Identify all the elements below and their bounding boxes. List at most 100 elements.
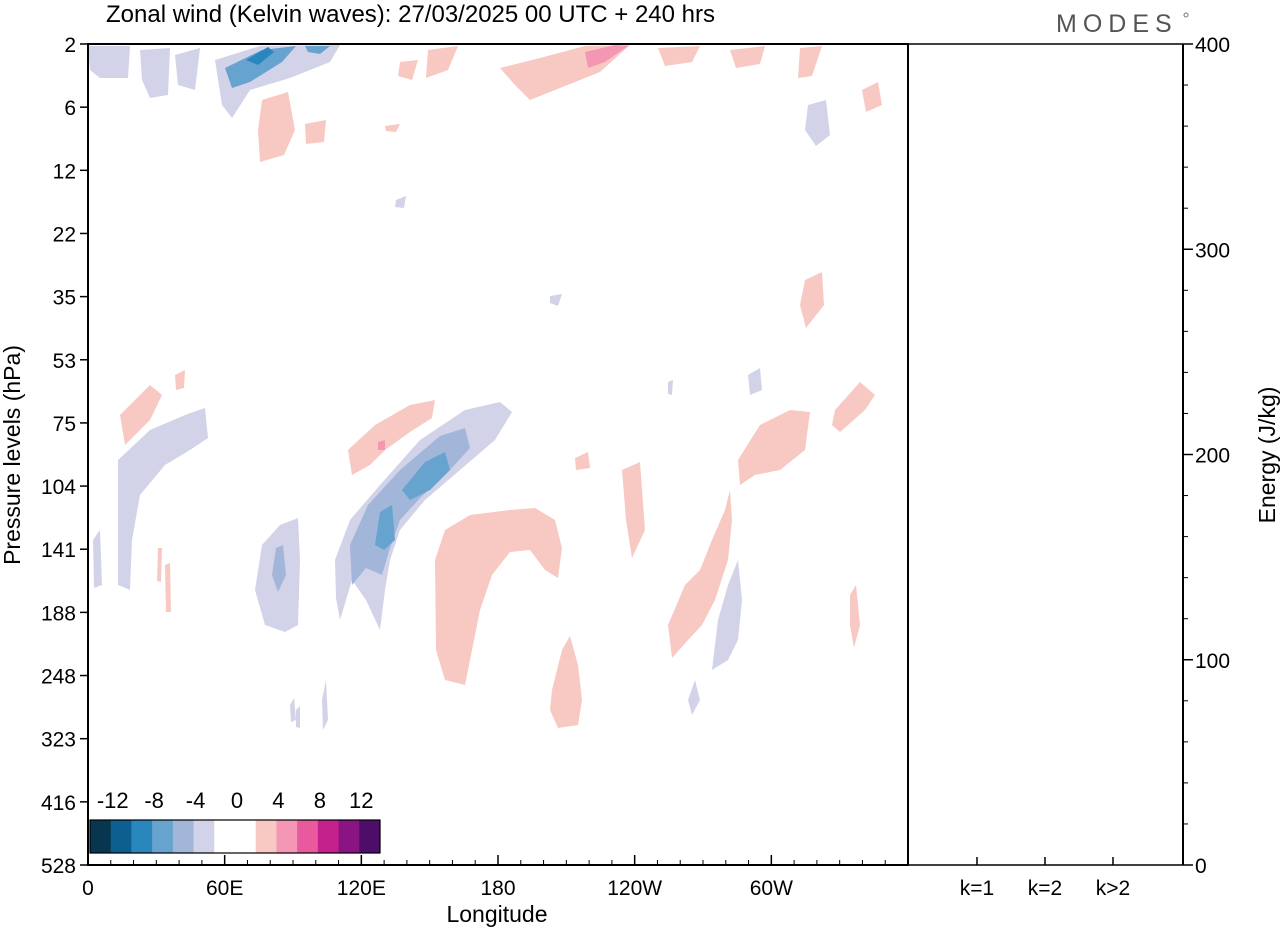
colorbar-swatch bbox=[276, 820, 298, 853]
x-tick-label: 0 bbox=[82, 877, 94, 900]
contour-region bbox=[272, 545, 286, 592]
contour-region bbox=[258, 92, 295, 162]
colorbar-swatch bbox=[90, 820, 112, 853]
y-tick-label: 6 bbox=[64, 97, 76, 120]
x-tick-label: 60E bbox=[206, 877, 243, 900]
contour-region bbox=[225, 46, 296, 88]
contour-region bbox=[375, 505, 395, 550]
colorbar-label: 8 bbox=[314, 788, 326, 813]
contour-field bbox=[88, 45, 882, 730]
contour-region bbox=[348, 400, 435, 475]
contour-region bbox=[550, 636, 582, 728]
contour-region bbox=[290, 698, 296, 722]
colorbar-swatch bbox=[255, 820, 277, 853]
energy-category-label: k=1 bbox=[960, 877, 994, 900]
y-tick-label: 12 bbox=[53, 160, 76, 183]
y-axis-label: Pressure levels (hPa) bbox=[0, 345, 25, 565]
contour-region bbox=[668, 490, 732, 658]
colorbar-swatch bbox=[152, 820, 174, 853]
energy-tick-label: 0 bbox=[1195, 855, 1207, 878]
y-tick-label: 75 bbox=[53, 413, 76, 436]
y-tick-label: 416 bbox=[41, 792, 76, 815]
contour-region bbox=[738, 410, 810, 485]
contour-region bbox=[550, 294, 562, 306]
contour-region bbox=[118, 408, 208, 590]
contour-region bbox=[658, 46, 700, 66]
x-tick-label: 120W bbox=[607, 877, 662, 900]
colorbar-swatch bbox=[359, 820, 381, 853]
energy-tick-label: 300 bbox=[1195, 239, 1230, 262]
contour-region bbox=[426, 46, 458, 78]
y-tick-label: 141 bbox=[41, 539, 76, 562]
colorbar-swatch bbox=[193, 820, 215, 853]
colorbar-swatch bbox=[214, 820, 236, 853]
colorbar-swatch bbox=[317, 820, 340, 853]
y-tick-label: 35 bbox=[53, 287, 76, 310]
contour-region bbox=[585, 45, 628, 68]
contour-region bbox=[395, 196, 406, 208]
contour-region bbox=[850, 585, 860, 648]
modes-logo: MODES bbox=[1056, 10, 1189, 38]
y-tick-label: 528 bbox=[41, 855, 76, 878]
contour-region bbox=[385, 124, 400, 132]
colorbar-swatch bbox=[297, 820, 319, 853]
contour-region bbox=[402, 452, 450, 500]
colorbar-swatch bbox=[131, 820, 153, 853]
contour-region bbox=[157, 548, 162, 582]
y-tick-label: 248 bbox=[41, 666, 76, 689]
colorbar-label: -4 bbox=[186, 788, 206, 813]
energy-category-label: k>2 bbox=[1096, 877, 1130, 900]
x-tick-label: 60W bbox=[750, 877, 793, 900]
contour-region bbox=[668, 380, 673, 395]
energy-axis-label: Energy (J/kg) bbox=[1254, 387, 1280, 524]
contour-region bbox=[800, 272, 824, 328]
contour-region bbox=[296, 706, 300, 728]
x-axis-label: Longitude bbox=[446, 901, 547, 927]
y-tick-label: 53 bbox=[53, 350, 76, 373]
colorbar-label: -12 bbox=[97, 788, 129, 813]
contour-region bbox=[798, 46, 822, 78]
x-tick-label: 120E bbox=[337, 877, 386, 900]
y-tick-label: 323 bbox=[41, 729, 76, 752]
colorbar-label: 4 bbox=[272, 788, 284, 813]
contour-region bbox=[246, 47, 274, 65]
energy-tick-label: 200 bbox=[1195, 445, 1230, 468]
colorbar-label: 0 bbox=[231, 788, 243, 813]
colorbar: -12 -8 -4 0 4 8 12 bbox=[88, 783, 383, 863]
y-tick-label: 22 bbox=[53, 223, 76, 246]
contour-region bbox=[165, 563, 171, 612]
contour-region bbox=[688, 680, 700, 715]
contour-region bbox=[175, 370, 185, 390]
colorbar-swatch bbox=[172, 820, 195, 853]
contour-region bbox=[305, 120, 326, 144]
contour-region bbox=[748, 368, 762, 395]
contour-region bbox=[805, 100, 830, 146]
energy-tick-label: 400 bbox=[1195, 34, 1230, 57]
contour-region bbox=[862, 82, 882, 112]
contour-region bbox=[622, 462, 645, 558]
chart-title: Zonal wind (Kelvin waves): 27/03/2025 00… bbox=[106, 1, 715, 28]
contour-region bbox=[378, 440, 385, 450]
energy-category-label: k=2 bbox=[1028, 877, 1062, 900]
contour-region bbox=[575, 452, 590, 470]
contour-region bbox=[832, 382, 875, 432]
contour-region bbox=[120, 385, 162, 445]
contour-region bbox=[712, 560, 742, 670]
colorbar-swatch bbox=[338, 820, 360, 853]
contour-region bbox=[730, 46, 765, 68]
contour-region bbox=[435, 508, 562, 685]
contour-region bbox=[305, 46, 330, 54]
energy-tick-label: 100 bbox=[1195, 650, 1230, 673]
contour-region bbox=[398, 60, 418, 80]
colorbar-label: 12 bbox=[349, 788, 373, 813]
colorbar-label: -8 bbox=[144, 788, 164, 813]
contour-region bbox=[88, 46, 130, 78]
svg-text:MODES: MODES bbox=[1056, 10, 1178, 38]
y-tick-label: 104 bbox=[41, 476, 76, 499]
contour-region bbox=[322, 680, 328, 730]
contour-region bbox=[175, 48, 200, 90]
y-tick-label: 2 bbox=[64, 34, 76, 57]
x-tick-label: 180 bbox=[480, 877, 515, 900]
colorbar-swatch bbox=[235, 820, 257, 853]
